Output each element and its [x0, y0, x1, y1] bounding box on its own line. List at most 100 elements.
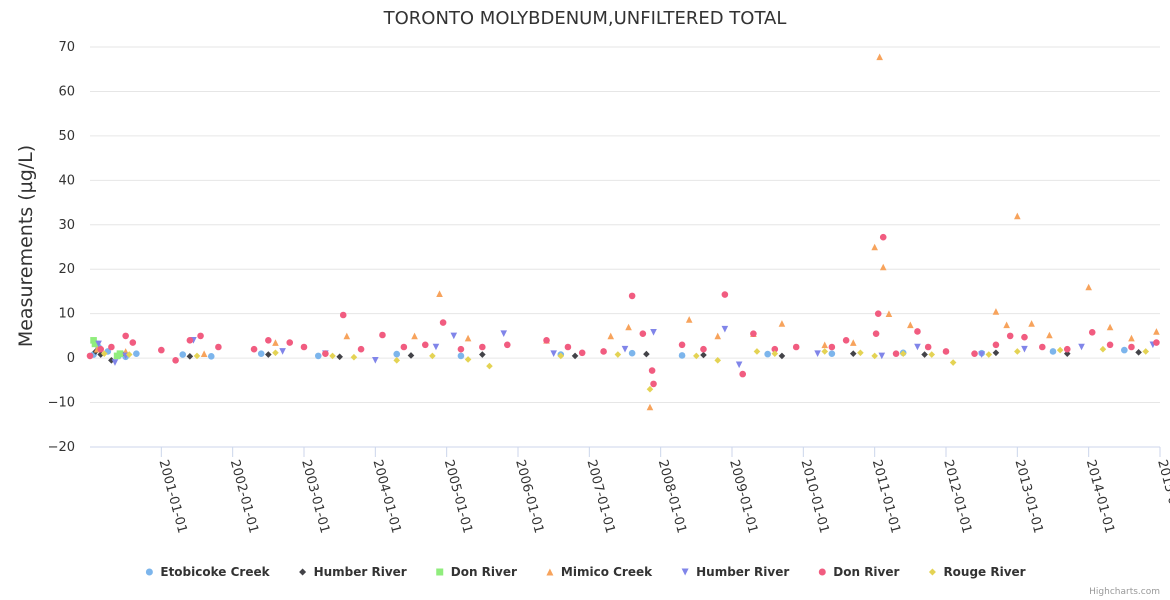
legend-label: Mimico Creek	[561, 565, 653, 579]
data-point	[928, 351, 936, 358]
legend-symbol	[818, 568, 826, 576]
legend-label: Don River	[451, 565, 517, 579]
legend-label: Humber River	[696, 565, 789, 579]
series-mimico-creek-3	[93, 53, 1160, 411]
data-point	[186, 337, 194, 344]
data-point	[876, 53, 883, 61]
data-point	[892, 350, 900, 357]
data-point	[646, 385, 654, 393]
data-point	[778, 320, 786, 327]
data-point	[250, 345, 258, 353]
data-point	[650, 380, 657, 388]
data-point	[257, 350, 265, 357]
series-don-river-2	[90, 337, 124, 360]
data-point	[828, 343, 836, 351]
data-point	[479, 351, 486, 358]
credits-label[interactable]: Highcharts.com	[1089, 587, 1160, 597]
x-tick-label: 2012-01-01	[940, 458, 974, 535]
data-point	[343, 332, 351, 340]
data-point	[1028, 320, 1035, 327]
y-tick-label: −20	[48, 440, 75, 455]
legend-symbol	[436, 568, 444, 576]
data-point	[842, 337, 850, 344]
data-point	[678, 341, 686, 349]
data-point	[407, 352, 415, 359]
data-point	[693, 352, 700, 360]
x-tick-label: 2004-01-01	[369, 458, 403, 535]
data-point	[1121, 346, 1128, 354]
y-tick-label: 70	[58, 40, 75, 55]
data-point	[1078, 343, 1085, 351]
legend-item-rouge-river-6[interactable]: Rouge River	[928, 565, 1026, 579]
data-point	[814, 350, 821, 357]
legend-item-don-river-2[interactable]: Don River	[436, 565, 517, 579]
data-point	[978, 351, 985, 358]
data-point	[872, 330, 880, 337]
data-point	[372, 357, 379, 364]
data-point	[336, 353, 343, 361]
data-point	[764, 350, 771, 358]
data-point	[1128, 334, 1135, 342]
data-point	[874, 310, 882, 317]
data-point	[1085, 283, 1092, 291]
data-point	[1142, 348, 1150, 355]
data-point	[464, 356, 472, 363]
data-point	[1128, 343, 1135, 351]
data-point	[849, 339, 857, 346]
data-point	[91, 340, 99, 348]
x-tick-label: 2005-01-01	[441, 458, 475, 535]
data-point	[753, 348, 761, 355]
data-point	[949, 359, 957, 366]
data-point	[95, 340, 102, 348]
data-point	[924, 343, 932, 351]
data-point	[265, 351, 272, 358]
data-point	[421, 341, 429, 349]
legend-item-don-river-5[interactable]: Don River	[818, 565, 900, 579]
data-point	[543, 337, 550, 344]
legend-item-humber-river-1[interactable]: Humber River	[299, 565, 407, 579]
data-point	[871, 243, 878, 251]
data-point	[914, 343, 921, 351]
data-point	[614, 351, 622, 358]
x-tick-label: 2011-01-01	[869, 458, 903, 535]
data-point	[700, 345, 707, 353]
data-point	[457, 345, 465, 353]
data-point	[1014, 348, 1021, 355]
data-point	[849, 350, 857, 357]
y-tick-label: 0	[67, 351, 75, 366]
legend-item-humber-river-4[interactable]: Humber River	[681, 565, 790, 579]
data-point	[350, 353, 358, 361]
data-point	[750, 330, 757, 337]
data-point	[643, 350, 650, 358]
legend-label: Rouge River	[943, 565, 1025, 579]
data-point	[992, 341, 1000, 349]
data-point	[504, 341, 511, 349]
data-point	[379, 331, 386, 339]
data-point	[700, 351, 707, 359]
data-point	[90, 337, 97, 344]
legend-item-mimico-creek-3[interactable]: Mimico Creek	[546, 565, 653, 579]
data-point	[1039, 343, 1046, 351]
y-tick-label: 40	[58, 173, 75, 188]
chart-title: TORONTO MOLYBDENUM,UNFILTERED TOTAL	[383, 8, 787, 29]
data-point	[607, 332, 615, 340]
data-point	[300, 343, 308, 351]
data-point	[339, 311, 347, 319]
data-point	[129, 339, 137, 346]
data-point	[429, 352, 436, 360]
x-tick-label: 2002-01-01	[227, 458, 261, 535]
legend-label: Don River	[833, 565, 899, 579]
data-points	[86, 53, 1160, 411]
data-point	[739, 370, 746, 378]
data-point	[1021, 345, 1028, 353]
data-point	[1063, 345, 1071, 353]
gridlines	[90, 46, 1160, 404]
data-point	[272, 339, 279, 346]
data-point	[436, 290, 443, 297]
legend-item-etobicoke-creek-0[interactable]: Etobicoke Creek	[145, 565, 271, 579]
data-point	[1106, 341, 1114, 349]
data-point	[116, 350, 124, 357]
x-tick-label: 2001-01-01	[155, 458, 189, 535]
data-point	[1153, 339, 1160, 346]
